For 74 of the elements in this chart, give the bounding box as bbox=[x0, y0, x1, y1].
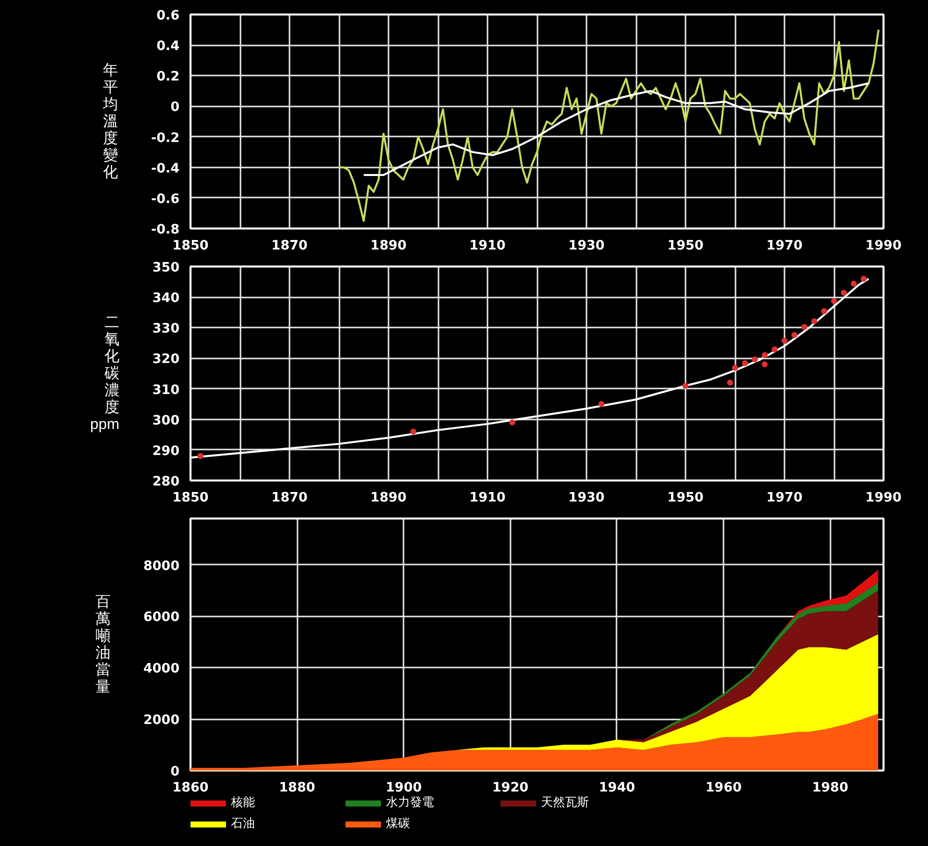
line-series bbox=[338, 28, 880, 222]
x-tick-label: 1970 bbox=[766, 490, 803, 506]
y-tick-label: -0.6 bbox=[151, 192, 180, 207]
y-tick-label: -0.4 bbox=[151, 161, 180, 176]
point bbox=[772, 346, 778, 352]
y-tick-label: 0.6 bbox=[156, 8, 180, 24]
x-tick-label: 1860 bbox=[172, 780, 209, 796]
x-tick-label: 1930 bbox=[568, 238, 605, 254]
x-tick-label: 1950 bbox=[667, 238, 704, 254]
point bbox=[727, 380, 734, 386]
y-tick-label: 4000 bbox=[143, 662, 180, 677]
x-tick-label: 1870 bbox=[271, 490, 308, 506]
y-axis-title: 百萬噸油當量 bbox=[95, 594, 110, 696]
x-tick-label: 1870 bbox=[271, 238, 308, 254]
x-tick-label: 1940 bbox=[598, 780, 636, 796]
point bbox=[831, 298, 837, 304]
x-tick-label: 1960 bbox=[705, 780, 742, 796]
point bbox=[732, 364, 738, 371]
point bbox=[811, 318, 818, 324]
legend-label: 石油 bbox=[231, 815, 256, 832]
y-tick-label: 2000 bbox=[143, 713, 180, 728]
point bbox=[860, 276, 867, 282]
y-axis-title: 二氧化碳濃度ppm bbox=[90, 314, 120, 433]
y-tick-label: 0.2 bbox=[156, 70, 180, 85]
point bbox=[762, 352, 768, 358]
point bbox=[762, 361, 768, 368]
point bbox=[782, 338, 788, 344]
x-tick-label: 1990 bbox=[865, 490, 902, 506]
x-tick-label: 1900 bbox=[386, 780, 422, 796]
point bbox=[742, 360, 748, 366]
y-tick-label: 350 bbox=[152, 260, 180, 276]
x-tick-label: 1970 bbox=[766, 238, 803, 254]
y-tick-label: 330 bbox=[152, 322, 180, 337]
x-tick-label: 1910 bbox=[469, 490, 506, 506]
y-tick-label: 320 bbox=[152, 352, 180, 368]
y-tick-label: 6000 bbox=[143, 610, 180, 626]
x-tick-label: 1980 bbox=[812, 780, 848, 796]
legend-label: 煤碳 bbox=[386, 815, 411, 832]
point bbox=[197, 453, 204, 460]
y-tick-label: -0.8 bbox=[151, 222, 180, 238]
point bbox=[850, 280, 857, 287]
y-tick-label: 310 bbox=[152, 382, 180, 398]
y-tick-label: 0 bbox=[170, 100, 180, 116]
y-tick-label: 280 bbox=[152, 474, 180, 490]
x-tick-label: 1910 bbox=[469, 238, 506, 254]
point bbox=[821, 308, 828, 314]
x-tick-label: 1990 bbox=[865, 238, 902, 254]
x-tick-label: 1950 bbox=[667, 490, 704, 506]
y-tick-label: 340 bbox=[152, 291, 180, 306]
legend-label: 天然瓦斯 bbox=[541, 794, 590, 811]
point bbox=[791, 332, 798, 338]
y-axis-title: 年平均溫度變化 bbox=[102, 62, 118, 181]
point bbox=[410, 428, 416, 435]
x-tick-label: 1890 bbox=[370, 490, 407, 506]
point bbox=[682, 382, 688, 389]
y-tick-label: 0.4 bbox=[156, 39, 180, 54]
legend-label: 水力發電 bbox=[386, 794, 435, 811]
x-tick-label: 1880 bbox=[279, 780, 316, 796]
point bbox=[598, 401, 604, 408]
y-tick-label: 8000 bbox=[143, 558, 180, 574]
x-tick-label: 1920 bbox=[492, 780, 528, 796]
y-tick-label: -0.2 bbox=[151, 130, 180, 146]
x-tick-label: 1850 bbox=[172, 490, 209, 506]
point bbox=[752, 356, 758, 362]
y-tick-label: 290 bbox=[152, 444, 180, 459]
point bbox=[840, 290, 847, 296]
legend-label: 核能 bbox=[231, 794, 256, 811]
y-tick-label: 300 bbox=[152, 413, 180, 428]
x-tick-label: 1930 bbox=[568, 490, 605, 506]
point bbox=[801, 324, 808, 330]
x-tick-label: 1890 bbox=[370, 238, 407, 254]
point bbox=[509, 419, 516, 426]
y-tick-label: 0 bbox=[170, 764, 180, 780]
x-tick-label: 1850 bbox=[172, 238, 209, 254]
